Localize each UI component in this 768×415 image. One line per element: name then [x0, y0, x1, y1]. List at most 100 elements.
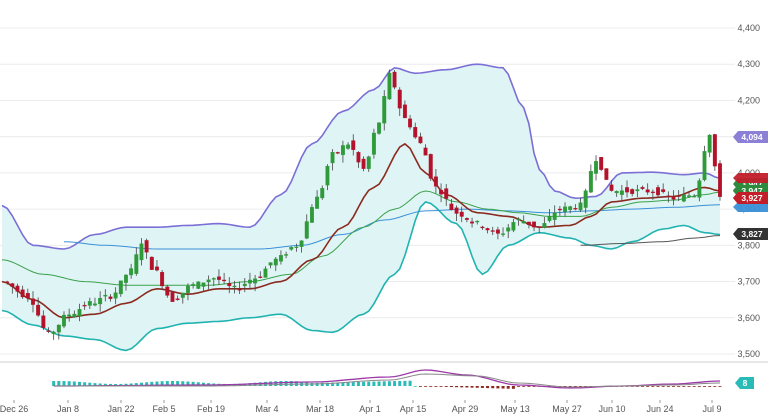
candle	[25, 288, 30, 302]
histogram-bar	[351, 382, 355, 386]
histogram-bar	[413, 386, 417, 387]
candle	[304, 214, 309, 240]
candle	[15, 283, 20, 298]
candle	[656, 184, 660, 198]
candle	[377, 122, 382, 135]
candle	[356, 151, 361, 168]
candle	[93, 297, 97, 307]
candle	[227, 277, 232, 294]
candle	[511, 218, 516, 233]
candle	[186, 283, 190, 301]
candle	[320, 185, 325, 200]
candle	[294, 243, 299, 252]
candle	[712, 133, 717, 171]
histogram-bar	[139, 382, 143, 386]
candle	[681, 186, 686, 203]
histogram-bar	[372, 381, 376, 386]
candle	[263, 266, 268, 278]
histogram-bar	[72, 381, 76, 386]
candle	[56, 324, 61, 340]
bollinger-lower-line	[1, 200, 721, 352]
candle	[10, 282, 15, 294]
candle	[687, 192, 691, 198]
candle	[103, 289, 108, 302]
histogram-bar	[703, 386, 707, 387]
histogram-bar	[501, 386, 505, 389]
candle	[495, 226, 500, 240]
candle	[118, 280, 123, 297]
candle	[676, 190, 681, 201]
candle	[278, 250, 283, 265]
candle	[526, 221, 531, 229]
histogram-bar	[656, 386, 660, 387]
candle	[289, 246, 294, 251]
candle	[51, 330, 56, 340]
histogram-bar	[52, 381, 56, 386]
histogram-bar	[563, 386, 567, 387]
histogram-bar	[449, 386, 453, 388]
candle	[444, 184, 449, 206]
candle	[630, 188, 635, 197]
histogram-bar	[62, 381, 66, 386]
candle	[454, 205, 459, 222]
histogram-bar	[134, 383, 138, 386]
histogram-bar	[248, 383, 252, 386]
candle	[41, 310, 46, 331]
candle	[330, 149, 335, 171]
histogram-bar	[511, 386, 515, 389]
histogram-bar	[444, 386, 448, 387]
histogram-bar	[455, 386, 459, 388]
candle	[134, 247, 139, 276]
histogram-bar	[377, 381, 381, 386]
histogram-bar	[480, 386, 484, 388]
histogram-bar	[718, 386, 722, 387]
histogram-bar	[465, 386, 469, 388]
histogram-bar	[57, 381, 61, 386]
ma-fast-line	[1, 142, 721, 319]
candle	[552, 205, 557, 226]
histogram-bar	[284, 381, 288, 386]
candle	[599, 157, 604, 172]
bollinger-upper-line	[1, 63, 721, 250]
candle	[635, 184, 640, 198]
candle	[196, 281, 201, 290]
candle	[67, 308, 72, 322]
x-tick-label: Jan 8	[57, 404, 79, 414]
candle	[113, 287, 118, 305]
histogram-bar	[176, 381, 180, 386]
x-tick-label: Mar 4	[255, 404, 278, 414]
candle	[139, 238, 144, 266]
histogram-bar	[666, 386, 670, 387]
histogram-bar	[506, 386, 510, 389]
y-tick-label: 3,600	[737, 313, 760, 323]
price-badge: 4,094	[733, 131, 768, 143]
y-tick-label: 3,700	[737, 277, 760, 287]
histogram-bar	[573, 386, 577, 387]
candle	[82, 301, 87, 310]
candle	[170, 290, 175, 302]
histogram-bar	[682, 386, 686, 387]
x-tick-label: Dec 26	[0, 404, 28, 414]
histogram-bar	[398, 380, 402, 386]
histogram-bar	[145, 382, 149, 386]
histogram-bar	[191, 381, 195, 386]
candle	[268, 262, 273, 269]
x-tick-label: Jul 9	[702, 404, 721, 414]
candle	[387, 69, 392, 100]
candle	[459, 206, 464, 223]
svg-text:3,947: 3,947	[741, 186, 763, 196]
candle	[433, 168, 438, 194]
histogram-bar	[434, 386, 438, 387]
candle	[155, 260, 159, 272]
candle	[180, 292, 185, 304]
candle	[702, 145, 707, 182]
histogram-bar	[672, 386, 676, 387]
candle	[108, 294, 113, 302]
bollinger-bands	[1, 63, 721, 352]
candle	[464, 217, 469, 223]
candle	[216, 269, 221, 286]
ma-slow-line	[63, 204, 721, 250]
histogram-bar	[496, 386, 500, 389]
histogram-bar	[367, 381, 371, 386]
candle	[568, 205, 573, 214]
